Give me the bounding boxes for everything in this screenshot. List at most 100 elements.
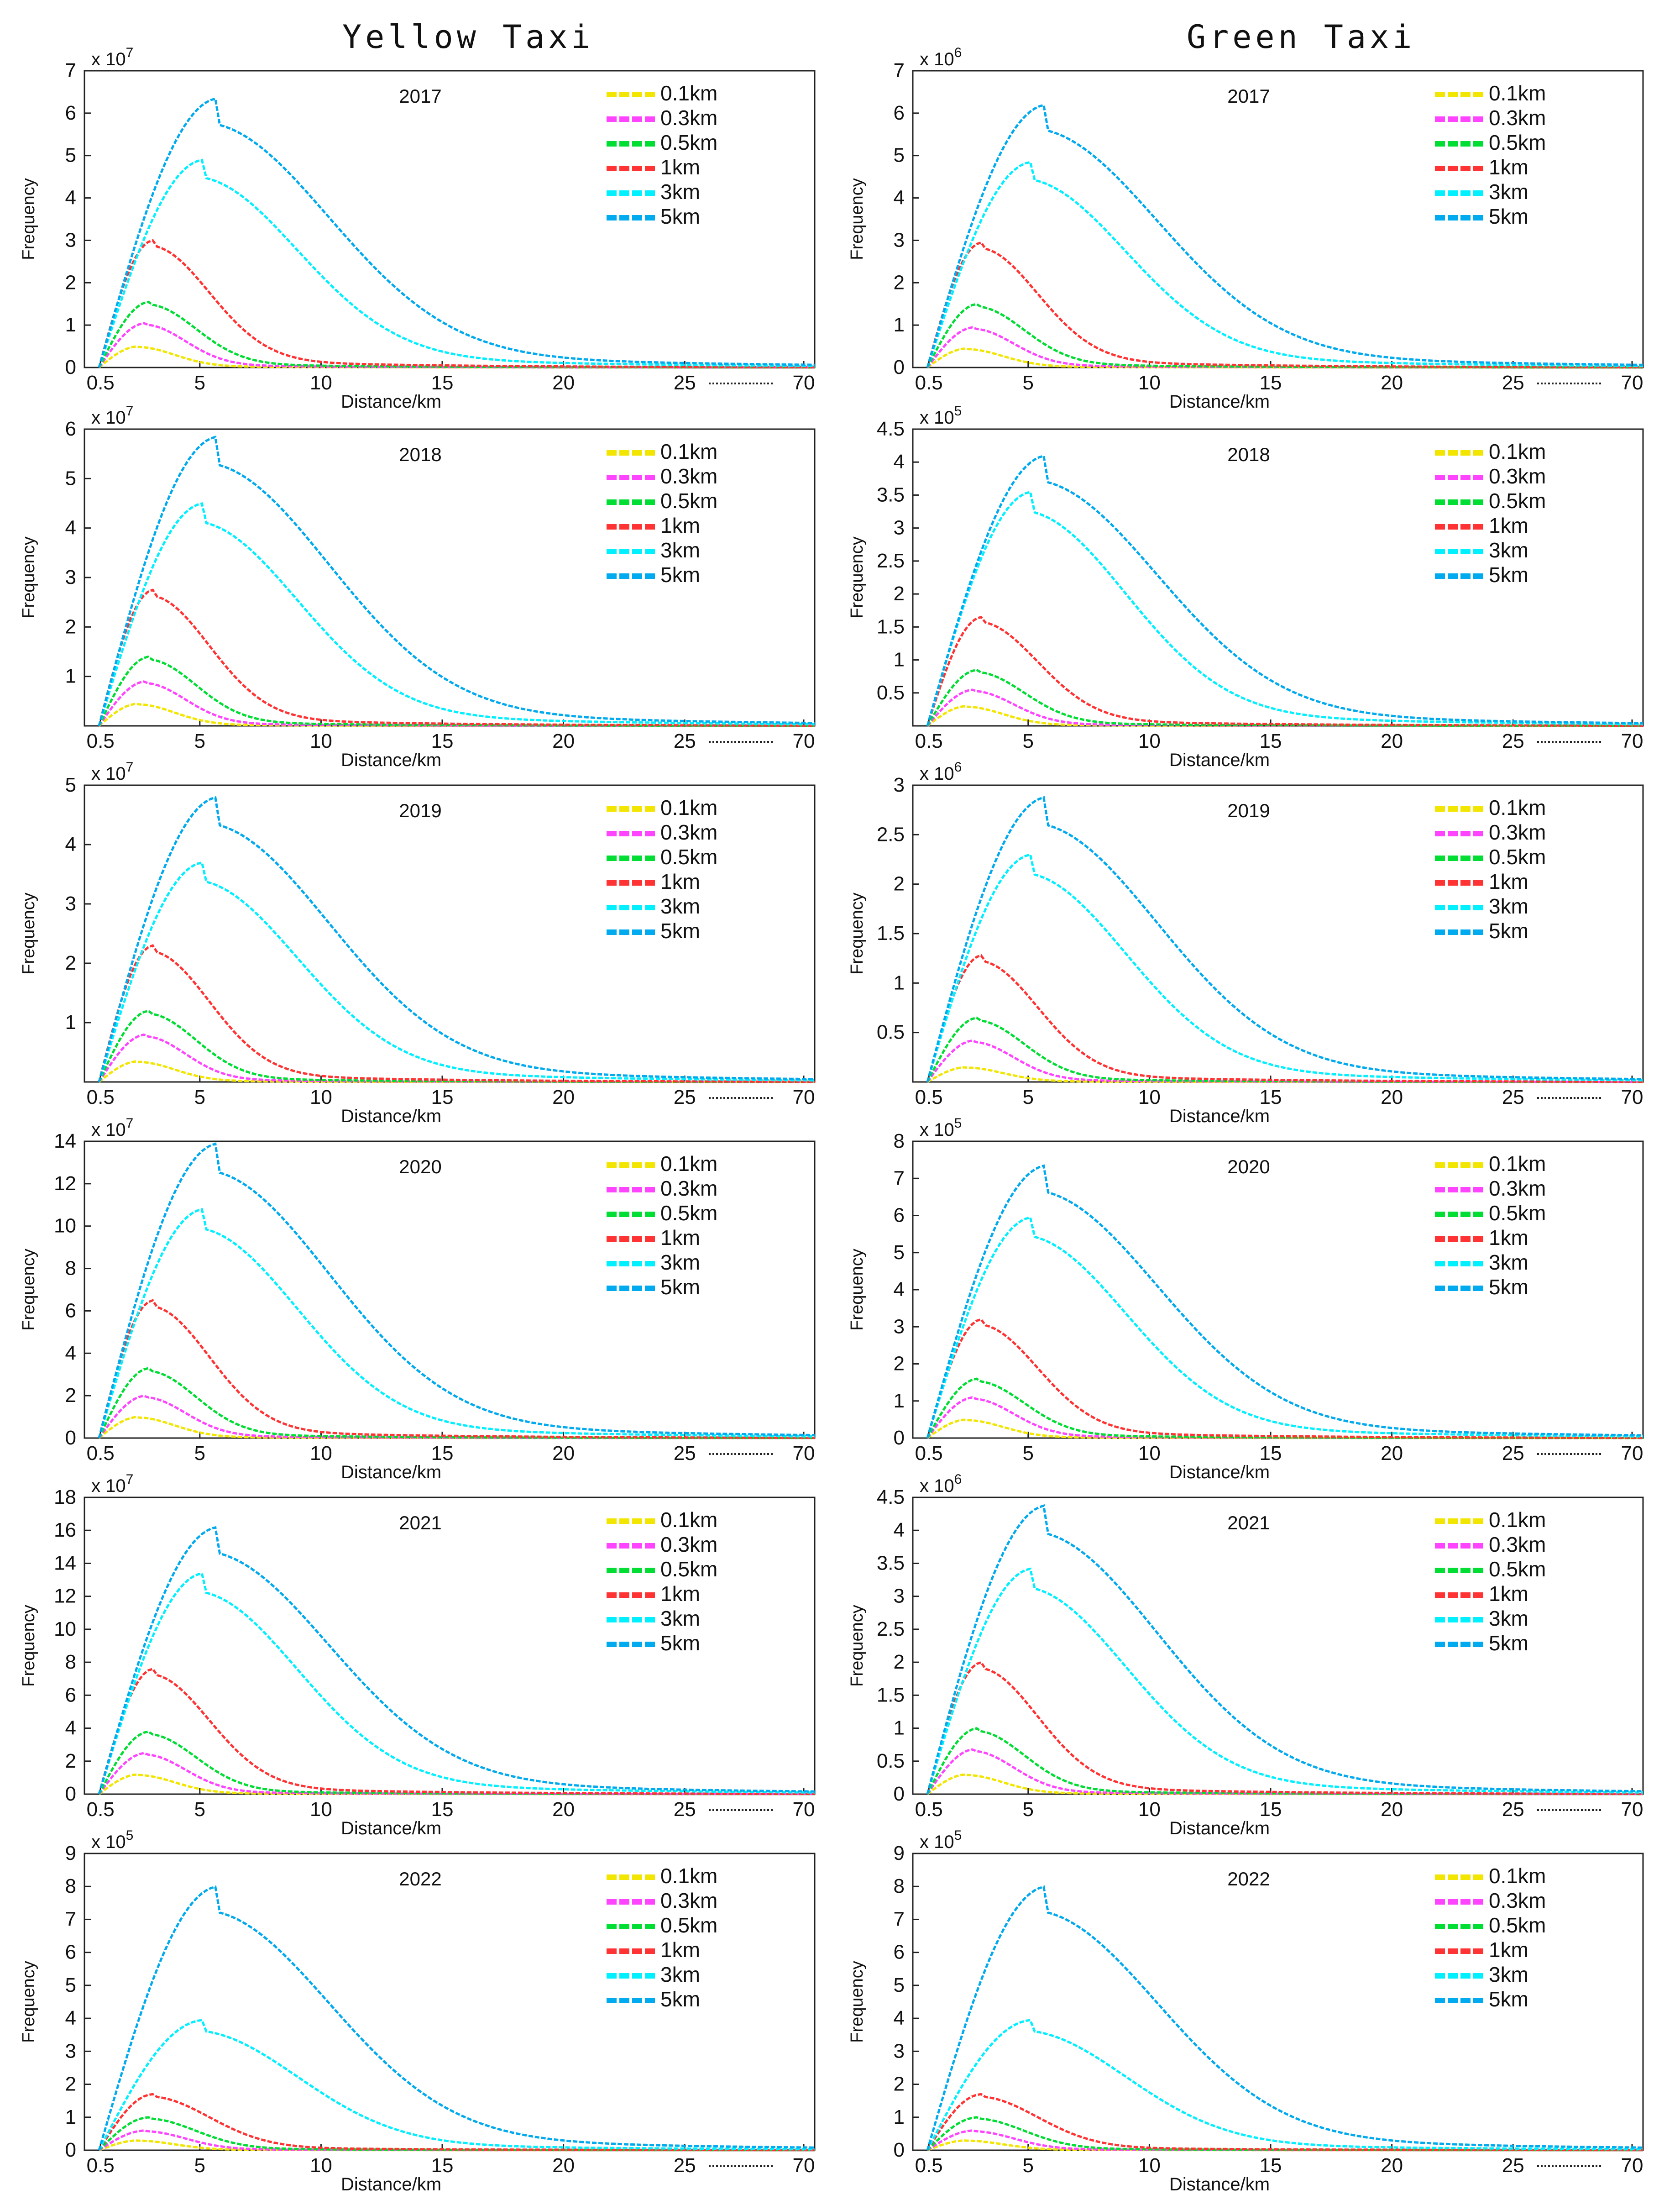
series-line-1km [926,1661,1643,1795]
y-tick-label: 6 [65,1684,76,1706]
series-line-5km [98,1142,815,1438]
series-line-0_3km [926,688,1643,727]
y-tick-label: 5 [65,467,76,489]
x-tick-label: 15 [431,1086,454,1108]
y-axis-label: Frequency [848,178,867,260]
y-axis-label: Frequency [19,1961,38,2043]
legend-label: 1km [1489,1938,1528,1962]
series-line-3km [98,2019,815,2151]
chart-panel-green-2019: x 106 2019 Frequency 0.5 1 1.5 2 2.5 3 0.5 5 10 15 20… [848,760,1644,1126]
series-line-0_5km [98,1730,815,1796]
series-line-0_5km [926,1377,1643,1439]
series-line-3km [98,158,815,368]
y-axis-label: Frequency [19,1605,38,1687]
chart-year-title: 2022 [399,1868,441,1890]
series-line-1km [98,588,815,727]
x-tick-label: 5 [194,730,205,752]
chart-panel-yellow-2018: x 107 2018 Frequency 1 2 3 4 5 6 0.5 5 10 15 20 25 70 Di… [19,404,816,770]
series-line-5km [98,435,815,726]
x-axis-label: Distance/km [341,1106,441,1126]
x-tick-label: 25 [1502,1086,1524,1108]
y-tick-label: 1 [894,1717,905,1739]
x-tick-label: 15 [1260,1798,1282,1821]
y-exponent: 5 [954,404,962,419]
y-multiplier: x 106 [920,760,962,784]
x-axis-label: Distance/km [1169,1462,1270,1482]
legend-label: 0.3km [1489,820,1546,844]
chart-panel-green-2018: x 105 2018 Frequency 0.5 1 1.5 2 2.5 3 3.5 4 4.5 0.5… [848,404,1644,770]
x-tick-label: 0.5 [915,1086,943,1108]
legend-label: 0.1km [660,81,717,105]
y-tick-label: 3 [65,229,76,251]
x-tick-label: 10 [310,1086,332,1108]
legend-label: 0.3km [1489,1533,1546,1556]
y-tick-label: 4.5 [877,418,905,440]
y-exponent: 6 [954,45,962,60]
y-tick-label: 2 [894,873,905,895]
x-tick-label: 25 [674,2154,696,2177]
legend-label: 0.5km [1489,1557,1546,1581]
chart-year-title: 2019 [399,800,441,821]
legend-label: 0.5km [1489,845,1546,869]
series-line-0_5km [98,1009,815,1083]
series-line-5km [926,1164,1643,1438]
legend-label: 0.5km [1489,1913,1546,1937]
x-tick-label: 10 [310,730,332,752]
series-line-1km [926,615,1643,727]
chart-year-title: 2017 [1227,85,1270,107]
legend-label: 0.5km [1489,1201,1546,1225]
x-tick-label: 5 [1023,1086,1034,1108]
legend-label: 1km [1489,870,1528,893]
y-tick-label: 5 [894,1241,905,1264]
x-tick-label: 0.5 [87,1442,115,1465]
legend-label: 0.1km [660,1508,717,1532]
x-tick-label: 25 [1502,372,1524,394]
legend-label: 1km [1489,1226,1528,1250]
legend-label: 1km [1489,1582,1528,1606]
y-tick-label: 3 [894,2040,905,2062]
legend-label: 1km [660,1938,700,1962]
x-tick-label: 0.5 [87,2154,115,2177]
legend-label: 5km [660,1631,700,1655]
y-tick-label: 4 [894,1519,905,1541]
chart-year-title: 2018 [1227,444,1270,465]
y-tick-label: 1.5 [877,922,905,945]
y-axis-label: Frequency [19,536,38,619]
y-tick-label: 6 [894,1941,905,1963]
x-tick-label: 20 [1381,730,1403,752]
y-tick-label: 6 [65,1941,76,1963]
y-tick-label: 10 [54,1618,76,1640]
legend-label: 0.5km [660,1913,717,1937]
y-tick-label: 3 [65,892,76,915]
x-tick-label: 70 [793,1798,815,1821]
y-tick-label: 9 [65,1842,76,1864]
series-line-0_5km [98,2116,815,2152]
legend-label: 0.5km [660,131,717,154]
y-multiplier: x 105 [920,404,962,428]
legend-label: 3km [1489,894,1528,918]
legend-label: 0.5km [660,489,717,513]
x-tick-label: 70 [1621,1442,1643,1465]
chart-panel-green-2022: x 105 2022 Frequency 0 1 2 3 4 5 6 7 8 9 0.5 5 10 15 20 25… [848,1828,1644,2194]
y-axis-label: Frequency [848,536,867,619]
legend-label: 0.1km [660,440,717,463]
series-line-5km [98,1526,815,1795]
y-tick-label: 6 [894,1204,905,1227]
series-line-0_5km [926,668,1643,727]
series-line-0_3km [98,1394,815,1439]
y-tick-label: 7 [65,59,76,82]
series-line-3km [98,1572,815,1795]
chart-year-title: 2019 [1227,800,1270,821]
chart-panel-yellow-2022: x 105 2022 Frequency 0 1 2 3 4 5 6 7 8 9 0.5 5 10 15 20 25… [19,1828,816,2194]
y-multiplier: x 106 [920,45,962,69]
y-tick-label: 7 [894,1167,905,1189]
y-multiplier: x 107 [91,1472,133,1496]
legend-label: 3km [1489,538,1528,562]
series-line-3km [98,1208,815,1438]
y-multiplier: x 107 [91,404,133,428]
legend-label: 0.1km [660,1152,717,1176]
